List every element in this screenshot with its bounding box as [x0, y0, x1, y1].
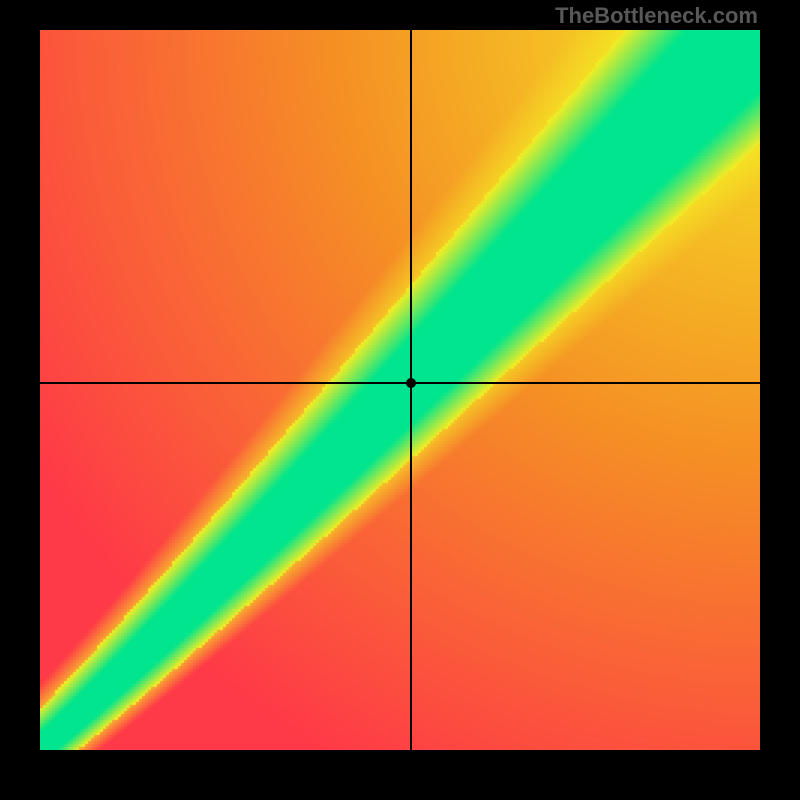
- heatmap-canvas: [40, 30, 760, 750]
- crosshair-marker-dot: [406, 378, 416, 388]
- crosshair-vertical: [410, 30, 412, 750]
- watermark-text: TheBottleneck.com: [555, 3, 758, 29]
- crosshair-horizontal: [40, 382, 760, 384]
- chart-container: TheBottleneck.com: [0, 0, 800, 800]
